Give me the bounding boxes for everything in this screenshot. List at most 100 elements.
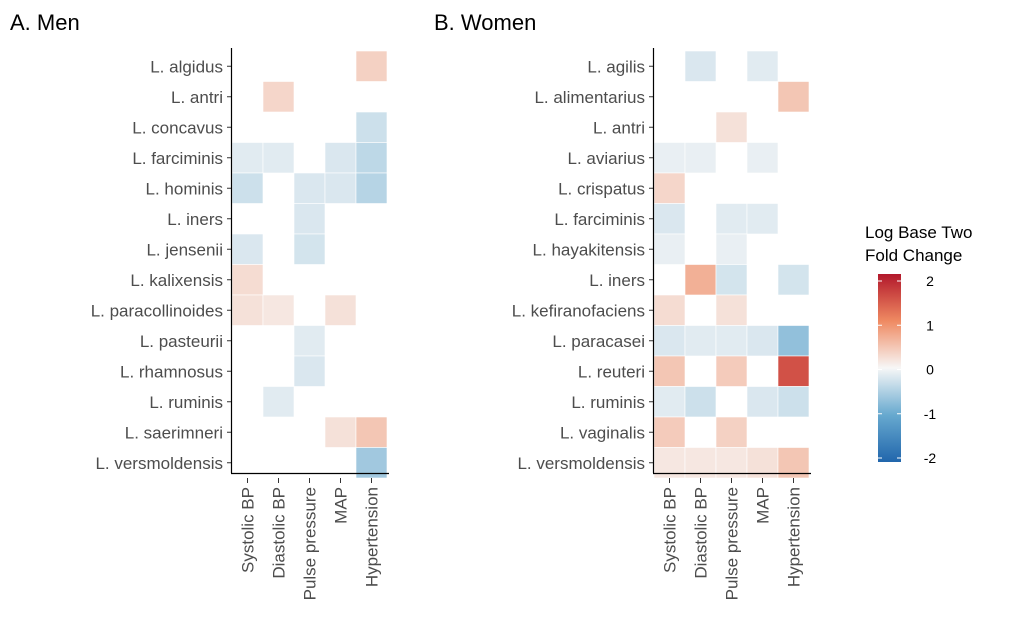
heatmap-cell: [262, 142, 295, 174]
panel-women: B. Women L. agilis L. alimentarius L. antr…: [434, 10, 811, 600]
heatmap-cell: [777, 81, 810, 113]
y-tick-label: L. kalixensis: [130, 271, 223, 290]
panel-men: A. Men L. algidus L. antri L. concavus L. f…: [10, 10, 389, 600]
panel-title-women: B. Women: [434, 10, 536, 35]
legend-title-line2: Fold Change: [865, 246, 962, 265]
x-tick-label: Hypertension: [363, 487, 382, 587]
heatmap-cell: [715, 233, 748, 265]
heatmap-cell: [293, 203, 326, 235]
heatmap-cell: [684, 142, 717, 174]
heatmap-cell: [355, 111, 388, 143]
heatmap-cell: [355, 50, 388, 82]
y-tick-label: L. jensenii: [146, 240, 223, 259]
x-tick-label: Pulse pressure: [301, 487, 320, 600]
y-tick-label: L. ruminis: [149, 393, 223, 412]
x-tick-label: Diastolic BP: [270, 487, 289, 579]
y-tick-label: L. antri: [171, 88, 223, 107]
heatmap-cell: [262, 386, 295, 418]
heatmap-cell: [684, 386, 717, 418]
heatmap-cell: [653, 386, 686, 418]
y-tick-label: L. ruminis: [571, 393, 645, 412]
x-tick-label: Hypertension: [785, 487, 804, 587]
y-tick-label: L. saerimneri: [125, 423, 223, 442]
y-tick-label: L. agilis: [587, 57, 645, 76]
heatmap-cell: [777, 386, 810, 418]
heatmap-cell: [653, 355, 686, 387]
legend-tick-label: -2: [924, 450, 937, 466]
x-tick-labels-women: Systolic BP Diastolic BP Pulse pressure MAP…: [661, 478, 804, 600]
heatmap-cells-men: [231, 50, 388, 479]
heatmap-cell: [746, 386, 779, 418]
heatmap-cell: [653, 172, 686, 204]
x-tick-label: Diastolic BP: [692, 487, 711, 579]
y-tick-label: L. antri: [593, 118, 645, 137]
y-tick-label: L. pasteurii: [140, 332, 223, 351]
heatmap-cell: [653, 233, 686, 265]
y-tick-label: L. algidus: [150, 57, 223, 76]
y-tick-label: L. crispatus: [558, 179, 645, 198]
heatmap-cell: [653, 294, 686, 326]
heatmap-cell: [777, 355, 810, 387]
heatmap-cell: [262, 294, 295, 326]
y-tick-labels-men: L. algidus L. antri L. concavus L. farcimin…: [91, 57, 232, 473]
y-tick-label: L. vaginalis: [560, 423, 645, 442]
y-tick-labels-women: L. agilis L. alimentarius L. antri L. aviar…: [512, 57, 654, 473]
heatmap-cell: [231, 233, 264, 265]
heatmap-cell: [715, 294, 748, 326]
heatmap-cell: [715, 203, 748, 235]
x-tick-label: Systolic BP: [661, 487, 680, 573]
x-tick-label: Systolic BP: [239, 487, 258, 573]
heatmap-cell: [715, 111, 748, 143]
y-tick-label: L. farciminis: [132, 149, 223, 168]
y-tick-label: L. rhamnosus: [120, 362, 223, 381]
heatmap-cell: [231, 142, 264, 174]
heatmap-cell: [653, 203, 686, 235]
heatmap-cell: [324, 416, 357, 448]
heatmap-cell: [715, 416, 748, 448]
heatmap-cell: [324, 142, 357, 174]
heatmap-cells-women: [653, 50, 810, 479]
y-tick-label: L. versmoldensis: [95, 454, 223, 473]
y-tick-label: L. kefiranofaciens: [512, 301, 645, 320]
heatmap-cell: [684, 50, 717, 82]
heatmap-cell: [653, 142, 686, 174]
x-tick-labels-men: Systolic BP Diastolic BP Pulse pressure MAP…: [239, 478, 382, 600]
heatmap-cell: [324, 172, 357, 204]
y-tick-label: L. aviarius: [568, 149, 645, 168]
legend-tick-label: 1: [926, 317, 934, 333]
heatmap-cell: [715, 355, 748, 387]
heatmap-cell: [715, 264, 748, 296]
heatmap-cell: [684, 325, 717, 357]
legend-tick-label: 2: [926, 273, 934, 289]
y-tick-label: L. iners: [589, 271, 645, 290]
y-tick-label: L. versmoldensis: [517, 454, 645, 473]
color-legend: Log Base Two Fold Change 2 1 0 -1 -2: [865, 223, 972, 466]
x-tick-label: MAP: [754, 487, 773, 524]
legend-tick-label: -1: [924, 406, 937, 422]
heatmap-cell: [653, 325, 686, 357]
legend-ticks: 2 1 0 -1 -2: [878, 273, 936, 466]
heatmap-cell: [324, 294, 357, 326]
legend-title-line1: Log Base Two: [865, 223, 972, 242]
legend-tick-label: 0: [926, 362, 934, 378]
heatmap-cell: [293, 172, 326, 204]
y-tick-label: L. concavus: [132, 118, 223, 137]
heatmap-cell: [746, 325, 779, 357]
heatmap-cell: [293, 355, 326, 387]
heatmap-cell: [293, 325, 326, 357]
y-tick-label: L. iners: [167, 210, 223, 229]
y-tick-label: L. paracasei: [552, 332, 645, 351]
heatmap-cell: [746, 142, 779, 174]
heatmap-cell: [231, 264, 264, 296]
heatmap-cell: [653, 416, 686, 448]
heatmap-cell: [684, 264, 717, 296]
heatmap-cell: [715, 325, 748, 357]
heatmap-cell: [231, 294, 264, 326]
heatmap-cell: [355, 416, 388, 448]
panel-title-men: A. Men: [10, 10, 80, 35]
heatmap-cell: [777, 325, 810, 357]
legend-colorbar: [878, 274, 901, 462]
heatmap-cell: [293, 233, 326, 265]
heatmap-cell: [746, 50, 779, 82]
